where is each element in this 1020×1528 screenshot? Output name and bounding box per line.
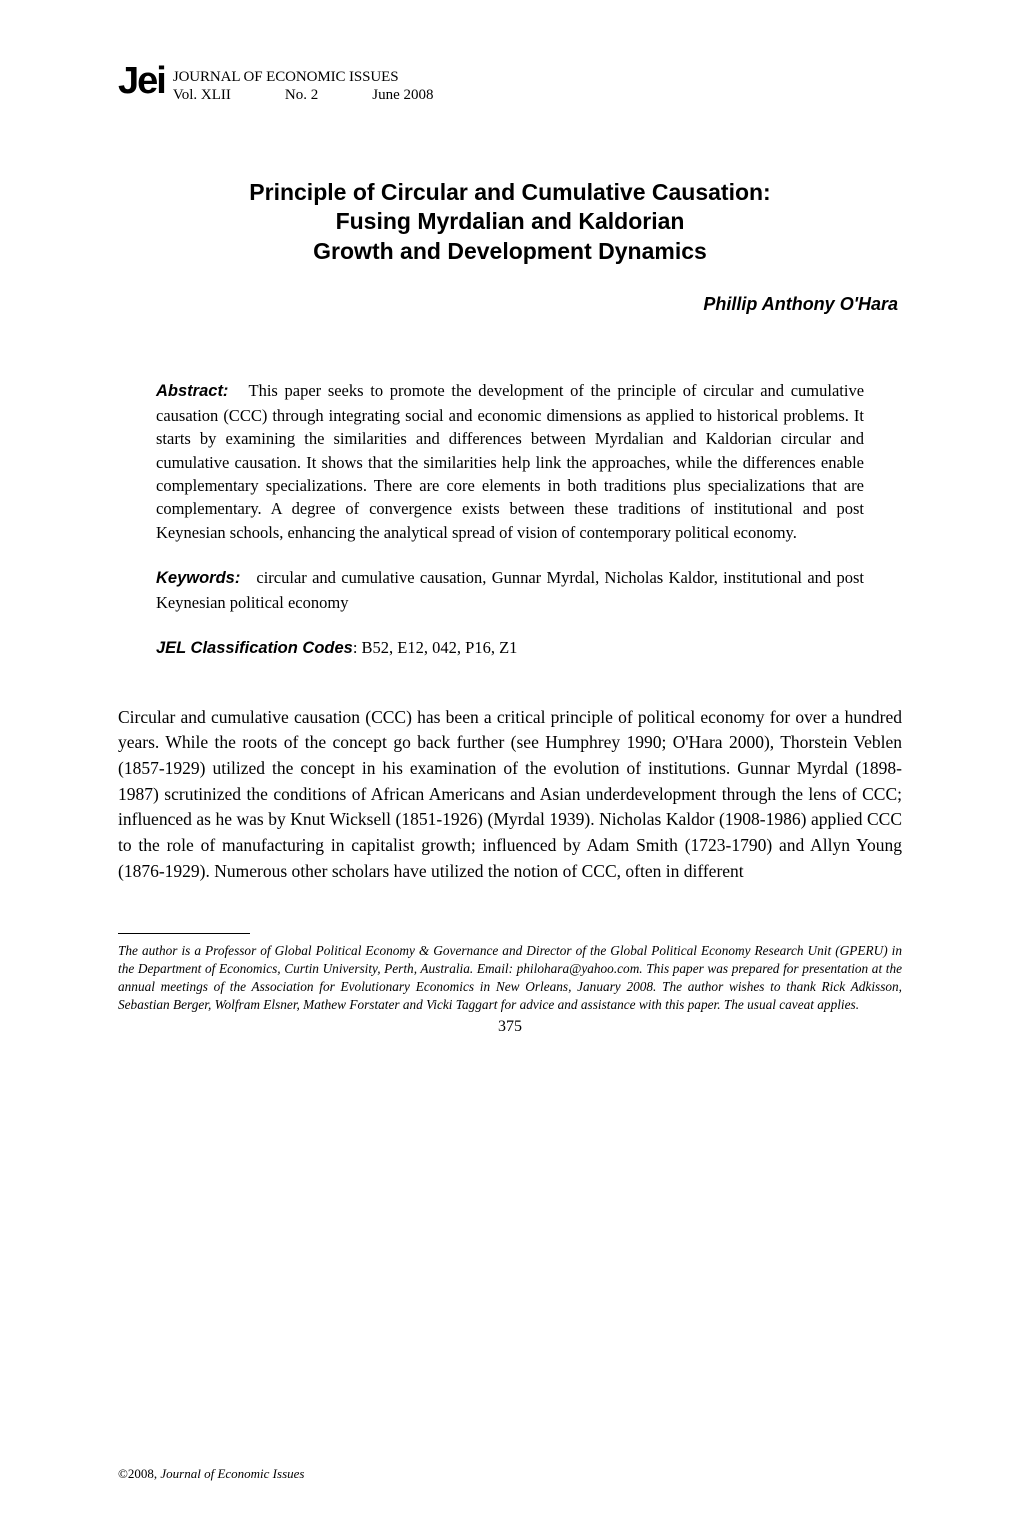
keywords-text: circular and cumulative causation, Gunna…: [156, 568, 864, 611]
journal-name: JOURNAL OF ECONOMIC ISSUES: [173, 68, 434, 86]
abstract-text: This paper seeks to promote the developm…: [156, 381, 864, 542]
copyright-symbol: ©2008,: [118, 1466, 157, 1481]
copyright-journal: Journal of Economic Issues: [160, 1466, 304, 1481]
body-paragraph: Circular and cumulative causation (CCC) …: [118, 705, 902, 885]
page-number: 375: [118, 1018, 902, 1036]
keywords-block: Keywords: circular and cumulative causat…: [118, 566, 902, 614]
journal-issue: No. 2: [285, 86, 318, 104]
title-line-3: Growth and Development Dynamics: [118, 237, 902, 266]
journal-date: June 2008: [372, 86, 433, 104]
journal-meta: JOURNAL OF ECONOMIC ISSUES Vol. XLII No.…: [173, 68, 434, 104]
abstract-block: Abstract: This paper seeks to promote th…: [118, 379, 902, 544]
abstract-label: Abstract:: [156, 382, 228, 400]
paper-title: Principle of Circular and Cumulative Cau…: [118, 178, 902, 266]
keywords-label: Keywords:: [156, 569, 240, 587]
journal-volume: Vol. XLII: [173, 86, 231, 104]
jel-label: JEL Classification Codes: [156, 639, 353, 657]
author-footnote: The author is a Professor of Global Poli…: [118, 942, 902, 1014]
jel-text: : B52, E12, 042, P16, Z1: [353, 638, 518, 657]
jel-block: JEL Classification Codes: B52, E12, 042,…: [118, 636, 902, 660]
copyright: ©2008, Journal of Economic Issues: [118, 1466, 304, 1482]
jei-logo: Jei: [118, 64, 165, 98]
footnote-rule: [118, 933, 250, 934]
title-line-2: Fusing Myrdalian and Kaldorian: [118, 207, 902, 236]
journal-header: Jei JOURNAL OF ECONOMIC ISSUES Vol. XLII…: [118, 68, 902, 104]
author-name: Phillip Anthony O'Hara: [118, 294, 902, 315]
title-line-1: Principle of Circular and Cumulative Cau…: [118, 178, 902, 207]
